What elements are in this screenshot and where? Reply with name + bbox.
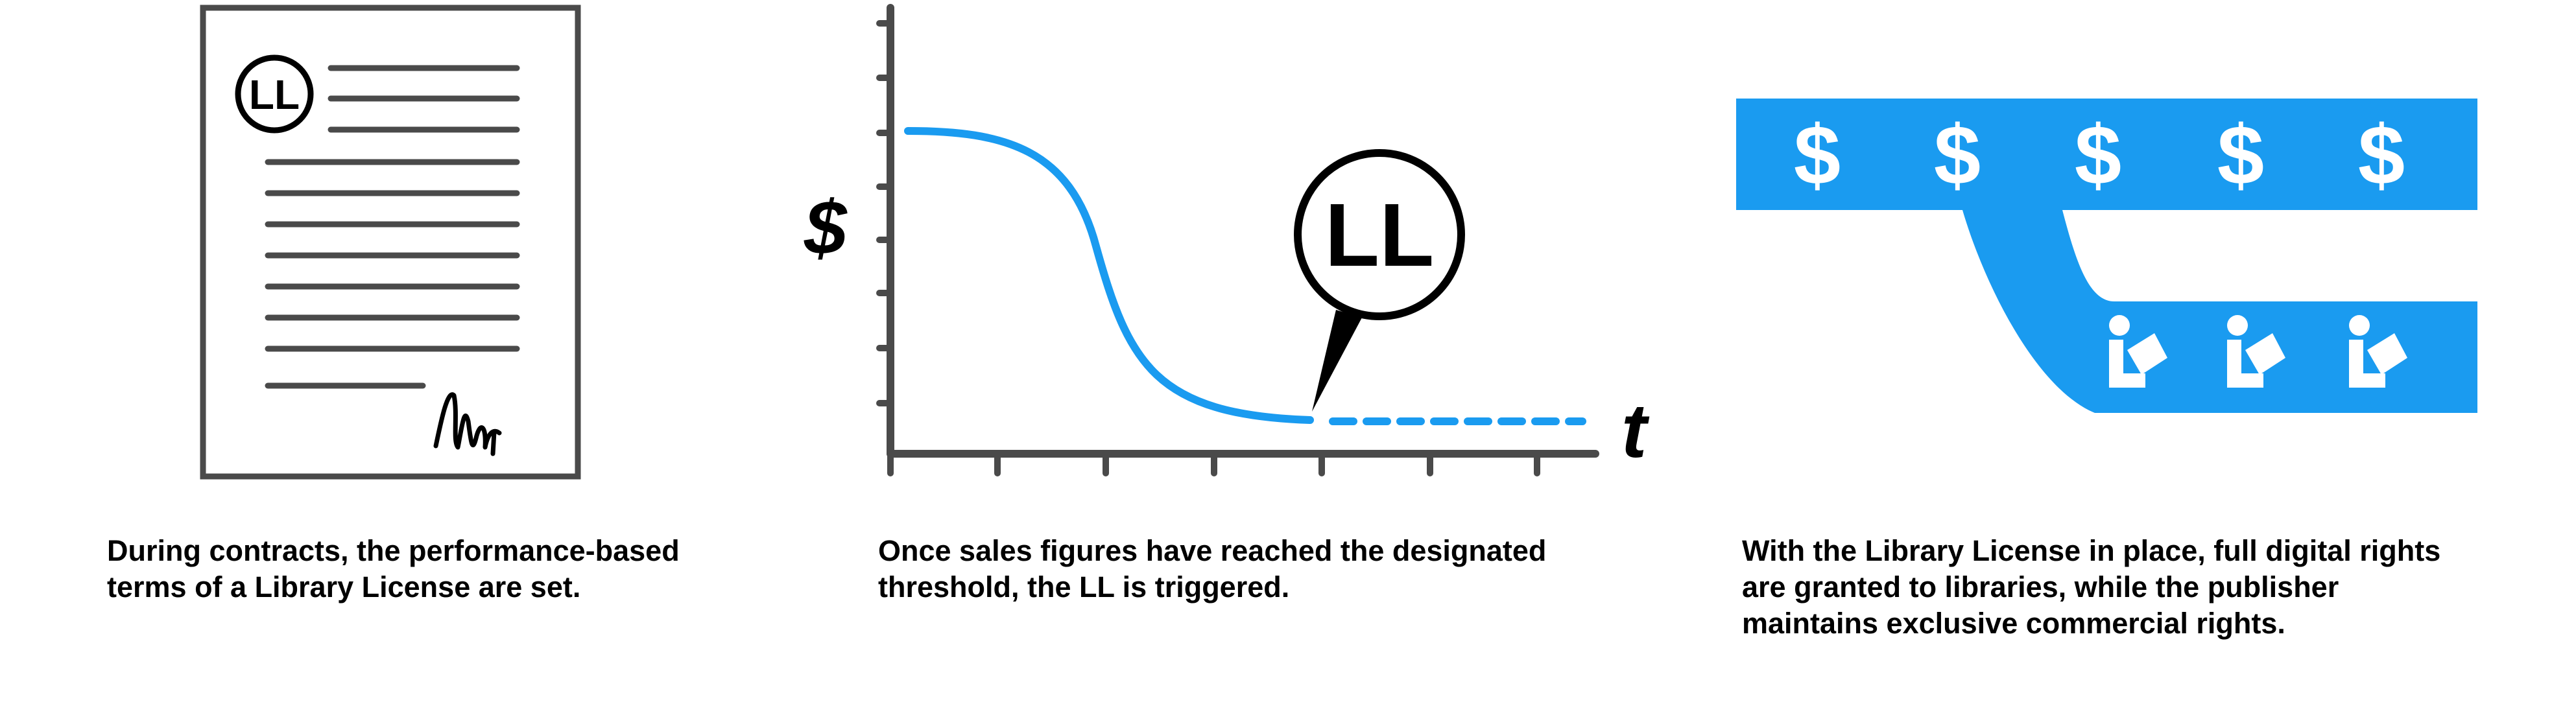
x-axis-symbol: t bbox=[1621, 388, 1650, 474]
rights-branch-connector bbox=[1962, 210, 2114, 413]
sales-curve-caption-line-2: threshold, the LL is triggered. bbox=[878, 570, 1290, 603]
contract-caption: During contracts, the performance-based … bbox=[107, 533, 680, 605]
ll-badge-circle bbox=[235, 54, 314, 134]
rights-split-diagram: $ $ $ $ $ bbox=[1736, 99, 2477, 413]
dollar-icons: $ $ $ $ $ bbox=[1794, 108, 2405, 202]
ll-callout-circle bbox=[1294, 149, 1465, 320]
y-axis-symbol: $ bbox=[804, 185, 848, 271]
rights-split-panel: $ $ $ $ $ With the Library License in pl… bbox=[1725, 0, 2576, 726]
sales-curve-chart: $ t LL bbox=[804, 4, 1650, 476]
signature-scribble bbox=[433, 392, 502, 456]
library-reader-icon-2 bbox=[2227, 315, 2285, 388]
dollar-icon-2: $ bbox=[1934, 108, 1981, 202]
y-axis-ticks bbox=[876, 20, 894, 406]
library-reader-icon-1 bbox=[2109, 315, 2167, 388]
sales-curve-line bbox=[904, 127, 1314, 424]
sales-curve-caption: Once sales figures have reached the desi… bbox=[878, 533, 1546, 605]
sales-curve-panel: $ t LL Once sales figures have reached t… bbox=[752, 0, 1725, 726]
sales-curve-caption-line-1: Once sales figures have reached the desi… bbox=[878, 534, 1547, 567]
ll-badge-text: LL bbox=[249, 71, 300, 118]
dollar-icon-3: $ bbox=[2075, 108, 2121, 202]
contract-caption-line-1: During contracts, the performance-based bbox=[107, 534, 680, 567]
contract-document-illustration: LL bbox=[200, 5, 581, 480]
rights-split-caption-line-3: maintains exclusive commercial rights. bbox=[1742, 607, 2285, 640]
rights-split-caption-line-2: are granted to libraries, while the publ… bbox=[1742, 570, 2339, 603]
dollar-icon-4: $ bbox=[2217, 108, 2264, 202]
dollar-icon-1: $ bbox=[1794, 108, 1841, 202]
library-reader-icon-3 bbox=[2349, 315, 2407, 388]
document-text-lines bbox=[265, 65, 520, 389]
rights-split-caption-line-1: With the Library License in place, full … bbox=[1742, 534, 2441, 567]
contract-caption-line-2: terms of a Library License are set. bbox=[107, 570, 581, 603]
ll-callout-text: LL bbox=[1325, 185, 1435, 285]
rights-split-caption: With the Library License in place, full … bbox=[1742, 533, 2440, 642]
ll-callout-tail bbox=[1312, 310, 1362, 412]
commercial-rights-band bbox=[1736, 99, 2477, 210]
x-axis-ticks bbox=[887, 451, 1540, 476]
dollar-icon-5: $ bbox=[2358, 108, 2405, 202]
contract-panel: LL During contracts, the performance-bas… bbox=[0, 0, 778, 726]
